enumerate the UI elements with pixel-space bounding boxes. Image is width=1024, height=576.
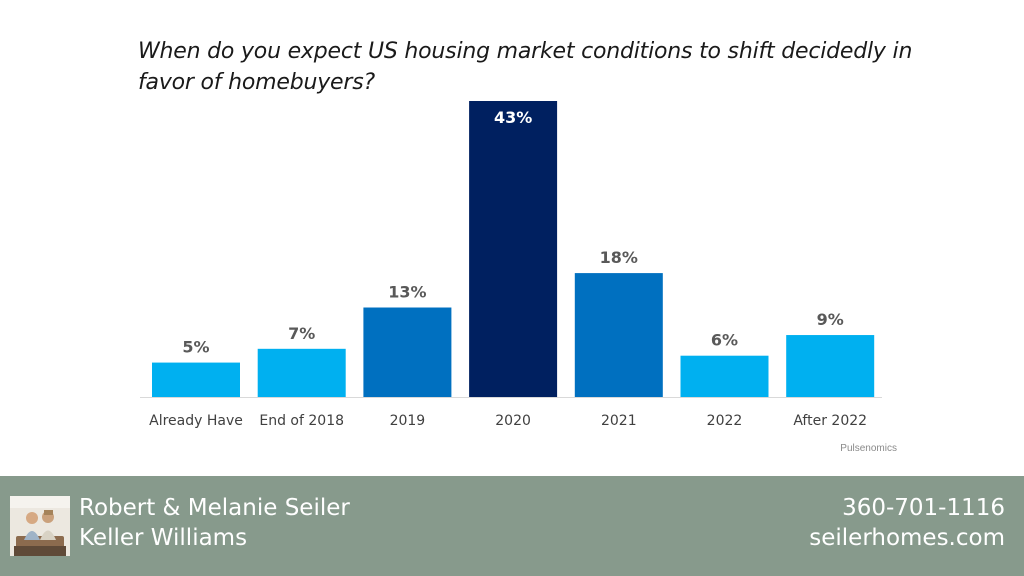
x-tick-label: End of 2018 bbox=[259, 413, 344, 429]
bar bbox=[680, 355, 769, 397]
data-label: 7% bbox=[288, 324, 315, 343]
x-tick-label: 2019 bbox=[390, 413, 426, 429]
data-label: 9% bbox=[817, 310, 844, 329]
source-label: Pulsenomics bbox=[840, 443, 897, 454]
bar bbox=[469, 101, 558, 397]
x-tick-label: After 2022 bbox=[793, 413, 867, 429]
data-label: 18% bbox=[600, 248, 638, 267]
bar bbox=[152, 362, 240, 397]
agent-photo-image bbox=[10, 496, 70, 556]
chart-title: When do you expect US housing market con… bbox=[138, 39, 913, 95]
x-tick-label: 2022 bbox=[707, 413, 743, 429]
data-label: 6% bbox=[711, 331, 738, 350]
data-label: 13% bbox=[388, 283, 426, 302]
agent-info: Robert & Melanie Seiler Keller Williams bbox=[79, 493, 350, 553]
phone-number: 360-701-1116 bbox=[842, 495, 1005, 521]
agent-photo bbox=[10, 496, 70, 556]
agent-name: Robert & Melanie Seiler bbox=[79, 495, 350, 521]
data-label: 43% bbox=[494, 108, 532, 127]
bar bbox=[257, 348, 346, 397]
x-tick-label: Already Have bbox=[149, 413, 243, 429]
data-label: 5% bbox=[182, 338, 209, 357]
x-tick-label: 2020 bbox=[495, 413, 531, 429]
bar bbox=[363, 307, 452, 397]
bar bbox=[574, 273, 663, 397]
brokerage-name: Keller Williams bbox=[79, 525, 248, 551]
contact-info: 360-701-1116 seilerhomes.com bbox=[809, 493, 1005, 553]
bar-chart: 5% Already Have 7% End of 2018 13% 2019 43% 202… bbox=[140, 101, 882, 429]
website-url: seilerhomes.com bbox=[809, 525, 1005, 551]
x-tick-label: 2021 bbox=[601, 413, 637, 429]
bar bbox=[786, 335, 875, 397]
footer-bar: Robert & Melanie Seiler Keller Williams … bbox=[0, 476, 1024, 576]
